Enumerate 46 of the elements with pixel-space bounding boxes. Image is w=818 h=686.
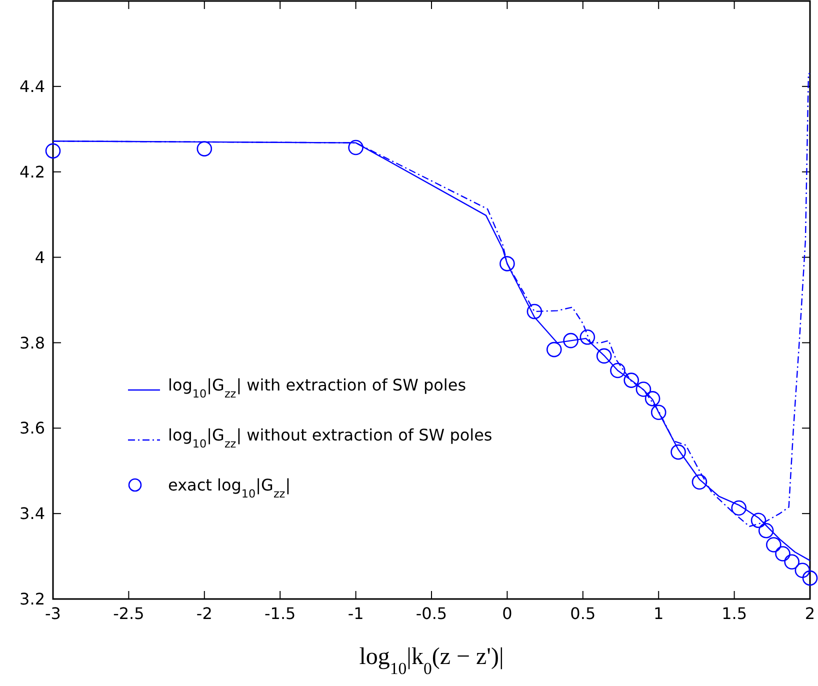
point	[636, 382, 652, 397]
point	[596, 348, 612, 364]
point	[775, 546, 790, 562]
point	[563, 332, 578, 348]
point	[670, 444, 686, 460]
legend-label: log$_{10}$|G$_{zz}$| with extraction of SW poles	[168, 376, 466, 400]
y-tick-label: 4	[34, 248, 45, 267]
y-tick-label: 3.2	[20, 590, 45, 609]
x-tick-label: 0.5	[570, 604, 596, 623]
legend-label: log$_{10}$|G$_{zz}$| without extraction of SW poles	[168, 426, 492, 450]
point	[526, 304, 542, 320]
y-tick-label: 3.8	[20, 333, 45, 352]
point	[784, 554, 800, 570]
point	[500, 256, 515, 272]
x-tick-label: -1	[348, 604, 364, 623]
x-tick-label: 1.5	[722, 604, 748, 623]
x-tick-label: 1	[654, 604, 664, 623]
y-tick-label: 3.6	[20, 418, 45, 438]
y-tick-label: 3.4	[20, 504, 45, 524]
x-tick-label: -3	[45, 604, 61, 623]
point	[750, 512, 766, 528]
point	[196, 141, 212, 156]
point	[758, 523, 774, 538]
x-tick-label: 2	[804, 604, 816, 623]
x-tick-label: -2.5	[113, 604, 144, 623]
point	[348, 140, 364, 156]
y-tick-label: 4.2	[20, 162, 45, 182]
legend-label: exact log$_{10}$|G$_{zz}$|	[168, 476, 291, 500]
point	[650, 404, 666, 420]
point	[794, 562, 810, 578]
point	[546, 342, 562, 358]
x-tick-label: -2	[196, 604, 212, 623]
x-tick-label: -0.5	[416, 604, 448, 623]
point	[644, 391, 660, 406]
point	[45, 143, 61, 159]
x-tick-label: -1.5	[264, 604, 296, 623]
x-tick-label: 0	[502, 604, 512, 623]
point	[580, 330, 596, 345]
point	[692, 474, 708, 490]
point	[731, 500, 746, 516]
x-axis-title: log$_{10}$|k$_{0}$(z − z')|	[359, 644, 504, 678]
point	[802, 570, 818, 586]
point	[766, 537, 782, 552]
point	[610, 362, 626, 378]
point	[624, 372, 639, 388]
y-tick-label: 4.4	[20, 77, 45, 96]
